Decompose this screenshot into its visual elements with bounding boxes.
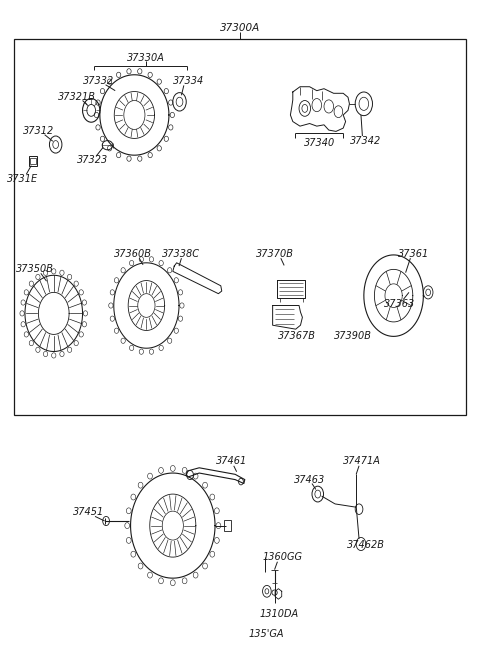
Bar — [14, 39, 466, 415]
Text: 37323: 37323 — [76, 155, 108, 166]
Text: 1310DA: 1310DA — [260, 608, 299, 619]
Text: 37367B: 37367B — [277, 331, 316, 342]
Text: 37471A: 37471A — [344, 456, 381, 466]
Text: 37461: 37461 — [216, 456, 247, 466]
Text: 37451: 37451 — [73, 507, 105, 518]
Text: 1360GG: 1360GG — [262, 552, 302, 562]
Text: 3731E: 3731E — [7, 173, 38, 184]
Text: 37330A: 37330A — [128, 53, 165, 63]
Text: 37360B: 37360B — [114, 249, 153, 260]
Text: 37300A: 37300A — [220, 22, 260, 33]
Text: 37463: 37463 — [294, 474, 325, 485]
Text: 37332: 37332 — [83, 76, 114, 87]
Text: 37312: 37312 — [23, 126, 54, 137]
Text: 37321B: 37321B — [58, 92, 96, 102]
Text: 37334: 37334 — [172, 76, 204, 87]
Text: 37338C: 37338C — [162, 249, 201, 260]
Text: 37363: 37363 — [384, 298, 415, 309]
Text: 37390B: 37390B — [334, 331, 372, 342]
Text: 37350B: 37350B — [15, 264, 54, 275]
Text: 37361: 37361 — [398, 249, 430, 260]
Text: 37340: 37340 — [303, 138, 335, 148]
Text: 37370B: 37370B — [255, 249, 294, 260]
Text: 135'GA: 135'GA — [249, 629, 284, 639]
Text: 37342: 37342 — [350, 135, 382, 146]
Text: 37462B: 37462B — [347, 540, 385, 551]
